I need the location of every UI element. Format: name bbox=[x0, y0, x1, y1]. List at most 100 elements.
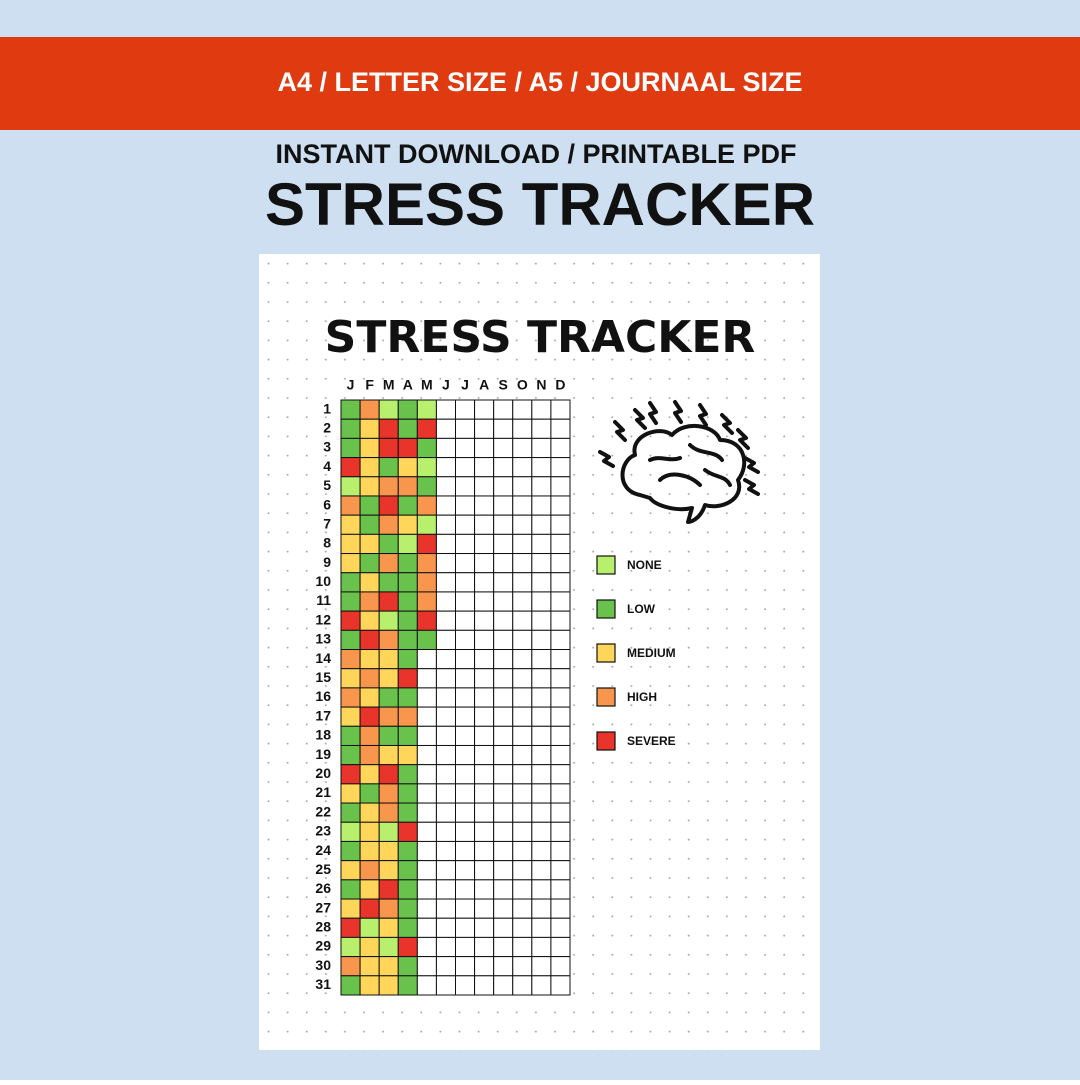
tracker-cell bbox=[550, 418, 571, 439]
tracker-cell bbox=[435, 437, 456, 459]
tracker-cell bbox=[397, 936, 418, 958]
tracker-cell bbox=[435, 629, 456, 651]
tracker-cell bbox=[340, 860, 361, 881]
tracker-cell bbox=[435, 399, 456, 420]
tracker-cell bbox=[474, 629, 495, 651]
tracker-cell bbox=[435, 533, 456, 555]
month-label: M bbox=[421, 377, 433, 393]
tracker-cell bbox=[340, 495, 361, 516]
tracker-cell bbox=[378, 917, 399, 938]
tracker-cell bbox=[531, 553, 552, 574]
tracker-cell bbox=[416, 610, 437, 631]
tracker-cell bbox=[474, 668, 495, 689]
tracker-cell bbox=[512, 476, 533, 497]
tracker-cell bbox=[512, 936, 533, 958]
tracker-cell bbox=[359, 725, 380, 746]
tracker-cell bbox=[416, 495, 437, 516]
tracker-cell bbox=[378, 437, 399, 459]
tracker-cell bbox=[455, 533, 476, 555]
tracker-cell bbox=[493, 956, 514, 977]
tracker-cell bbox=[474, 956, 495, 977]
tracker-cell bbox=[340, 533, 361, 555]
tracker-cell bbox=[435, 936, 456, 958]
tracker-cell bbox=[340, 764, 361, 785]
tracker-cell bbox=[512, 860, 533, 881]
tracker-cell bbox=[512, 610, 533, 631]
day-label: 6 bbox=[323, 496, 331, 512]
tracker-cell bbox=[531, 610, 552, 631]
tracker-cell bbox=[340, 725, 361, 746]
tracker-cell bbox=[493, 495, 514, 516]
tracker-cell bbox=[455, 706, 476, 727]
tracker-cell bbox=[416, 668, 437, 689]
tracker-cell bbox=[512, 840, 533, 862]
day-label: 31 bbox=[315, 976, 331, 992]
tracker-cell bbox=[340, 457, 361, 478]
tracker-cell bbox=[378, 476, 399, 497]
day-label: 11 bbox=[316, 592, 331, 608]
tracker-cell bbox=[416, 783, 437, 804]
day-label: 10 bbox=[315, 573, 331, 589]
tracker-cell bbox=[397, 629, 418, 651]
tracker-cell bbox=[550, 975, 571, 996]
tracker-cell bbox=[416, 418, 437, 439]
tracker-cell bbox=[550, 744, 571, 766]
tracker-cell bbox=[474, 936, 495, 958]
tracker-cell bbox=[455, 860, 476, 881]
tracker-cell bbox=[455, 956, 476, 977]
tracker-cell bbox=[340, 783, 361, 804]
month-label: M bbox=[383, 377, 395, 393]
tracker-cell bbox=[550, 668, 571, 689]
tracker-cell bbox=[493, 553, 514, 574]
tracker-cell bbox=[531, 802, 552, 823]
tracker-cell bbox=[550, 533, 571, 555]
tracker-cell bbox=[359, 687, 380, 708]
tracker-cell bbox=[435, 706, 456, 727]
tracker-cell bbox=[397, 898, 418, 919]
day-label: 12 bbox=[315, 611, 331, 627]
tracker-cell bbox=[531, 476, 552, 497]
tracker-cell bbox=[397, 687, 418, 708]
brain-icon bbox=[598, 400, 760, 524]
tracker-cell bbox=[435, 744, 456, 766]
tracker-cell bbox=[493, 629, 514, 651]
tracker-cell bbox=[435, 495, 456, 516]
tracker-cell bbox=[435, 668, 456, 689]
tracker-cell bbox=[359, 956, 380, 977]
month-label: F bbox=[365, 377, 374, 393]
tracker-cell bbox=[378, 840, 399, 862]
tracker-cell bbox=[435, 476, 456, 497]
tracker-cell bbox=[531, 418, 552, 439]
tracker-cell bbox=[378, 764, 399, 785]
tracker-cell bbox=[416, 399, 437, 420]
tracker-cell bbox=[550, 476, 571, 497]
day-label: 24 bbox=[315, 842, 331, 858]
tracker-cell bbox=[493, 860, 514, 881]
tracker-cell bbox=[435, 975, 456, 996]
tracker-cell bbox=[378, 649, 399, 670]
tracker-cell bbox=[435, 687, 456, 708]
day-label: 1 bbox=[323, 400, 331, 416]
tracker-cell bbox=[455, 821, 476, 842]
tracker-cell bbox=[512, 956, 533, 977]
tracker-cell bbox=[550, 553, 571, 574]
tracker-cell bbox=[455, 629, 476, 651]
tracker-cell bbox=[512, 533, 533, 555]
tracker-cell bbox=[340, 917, 361, 938]
month-label: N bbox=[536, 377, 546, 393]
tracker-cell bbox=[493, 783, 514, 804]
day-label: 17 bbox=[315, 707, 331, 723]
tracker-cell bbox=[550, 821, 571, 842]
tracker-cell bbox=[397, 399, 418, 420]
tracker-cell bbox=[550, 437, 571, 459]
tracker-cell bbox=[531, 821, 552, 842]
tracker-cell bbox=[474, 476, 495, 497]
tracker-cell bbox=[531, 687, 552, 708]
tracker-cell bbox=[359, 706, 380, 727]
tracker-cell bbox=[397, 725, 418, 746]
tracker-cell bbox=[531, 399, 552, 420]
day-label: 30 bbox=[315, 957, 331, 973]
day-label: 9 bbox=[323, 554, 331, 570]
tracker-cell bbox=[550, 917, 571, 938]
tracker-cell bbox=[493, 936, 514, 958]
